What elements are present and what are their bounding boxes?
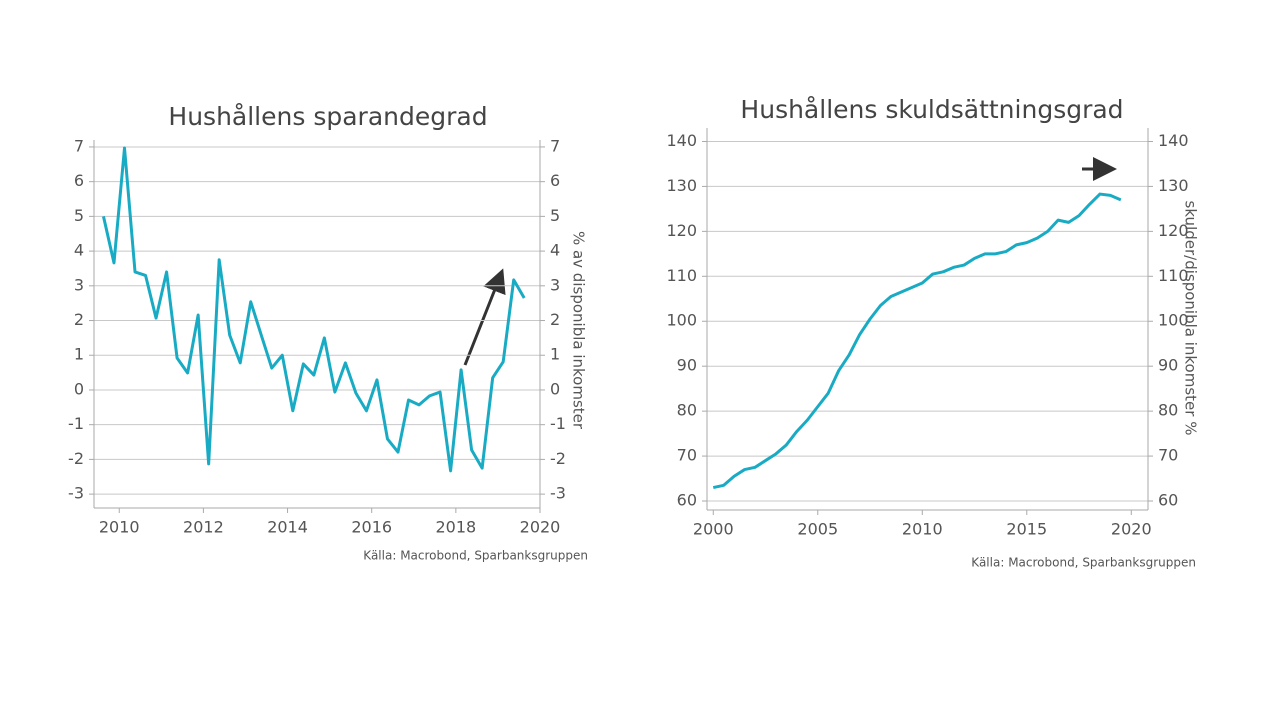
y-tick-label: 7 [74, 136, 84, 155]
y-tick-label: 110 [666, 266, 697, 285]
y2-tick-label: -3 [550, 484, 566, 503]
source: Källa: Macrobond, Sparbanksgruppen [971, 556, 1196, 570]
y2-tick-label: 6 [550, 171, 560, 190]
x-tick-label: 2000 [693, 520, 734, 539]
y-tick-label: 0 [74, 379, 84, 398]
x-tick-label: 2010 [99, 518, 140, 537]
y-axis-label: skulder/disponibla inkomster % [1182, 201, 1200, 436]
y2-tick-label: 130 [1158, 176, 1189, 195]
y-tick-label: -1 [68, 414, 84, 433]
y2-tick-label: -2 [550, 449, 566, 468]
y2-tick-label: -1 [550, 414, 566, 433]
y-tick-label: 100 [666, 311, 697, 330]
x-tick-label: 2012 [183, 518, 224, 537]
y-tick-label: 4 [74, 241, 84, 260]
y-tick-label: 1 [74, 345, 84, 364]
y2-tick-label: 80 [1158, 401, 1178, 420]
x-tick-label: 2016 [351, 518, 392, 537]
y2-tick-label: 4 [550, 241, 560, 260]
y2-tick-label: 2 [550, 310, 560, 329]
y2-tick-label: 90 [1158, 356, 1178, 375]
y-tick-label: 3 [74, 275, 84, 294]
data-line [102, 146, 526, 473]
y-tick-label: 140 [666, 131, 697, 150]
source: Källa: Macrobond, Sparbanksgruppen [363, 549, 588, 563]
x-tick-label: 2020 [1111, 520, 1152, 539]
y-tick-label: -3 [68, 484, 84, 503]
y-tick-label: -2 [68, 449, 84, 468]
y-tick-label: 2 [74, 310, 84, 329]
x-tick-label: 2015 [1006, 520, 1047, 539]
y2-tick-label: 70 [1158, 446, 1178, 465]
y2-tick-label: 3 [550, 275, 560, 294]
y-tick-label: 5 [74, 206, 84, 225]
y-axis-label: % av disponibla inkomster [570, 231, 588, 430]
y2-tick-label: 5 [550, 206, 560, 225]
y-tick-label: 60 [677, 491, 697, 510]
x-tick-label: 2005 [797, 520, 838, 539]
y-tick-label: 6 [74, 171, 84, 190]
chart-title: Hushållens sparandegrad [168, 102, 487, 131]
y-tick-label: 120 [666, 221, 697, 240]
trend-arrow [463, 268, 506, 366]
y2-tick-label: 0 [550, 379, 560, 398]
y-tick-label: 70 [677, 446, 697, 465]
x-tick-label: 2020 [520, 518, 561, 537]
y2-tick-label: 140 [1158, 131, 1189, 150]
x-tick-label: 2018 [435, 518, 476, 537]
y2-tick-label: 120 [1158, 221, 1189, 240]
data-line [712, 192, 1122, 489]
y-tick-label: 90 [677, 356, 697, 375]
y2-tick-label: 100 [1158, 311, 1189, 330]
y2-tick-label: 1 [550, 345, 560, 364]
x-tick-label: 2014 [267, 518, 308, 537]
y2-tick-label: 60 [1158, 491, 1178, 510]
y-tick-label: 80 [677, 401, 697, 420]
y2-tick-label: 7 [550, 136, 560, 155]
y2-tick-label: 110 [1158, 266, 1189, 285]
y-tick-label: 130 [666, 176, 697, 195]
chart-title: Hushållens skuldsättningsgrad [740, 95, 1123, 124]
x-tick-label: 2010 [902, 520, 943, 539]
